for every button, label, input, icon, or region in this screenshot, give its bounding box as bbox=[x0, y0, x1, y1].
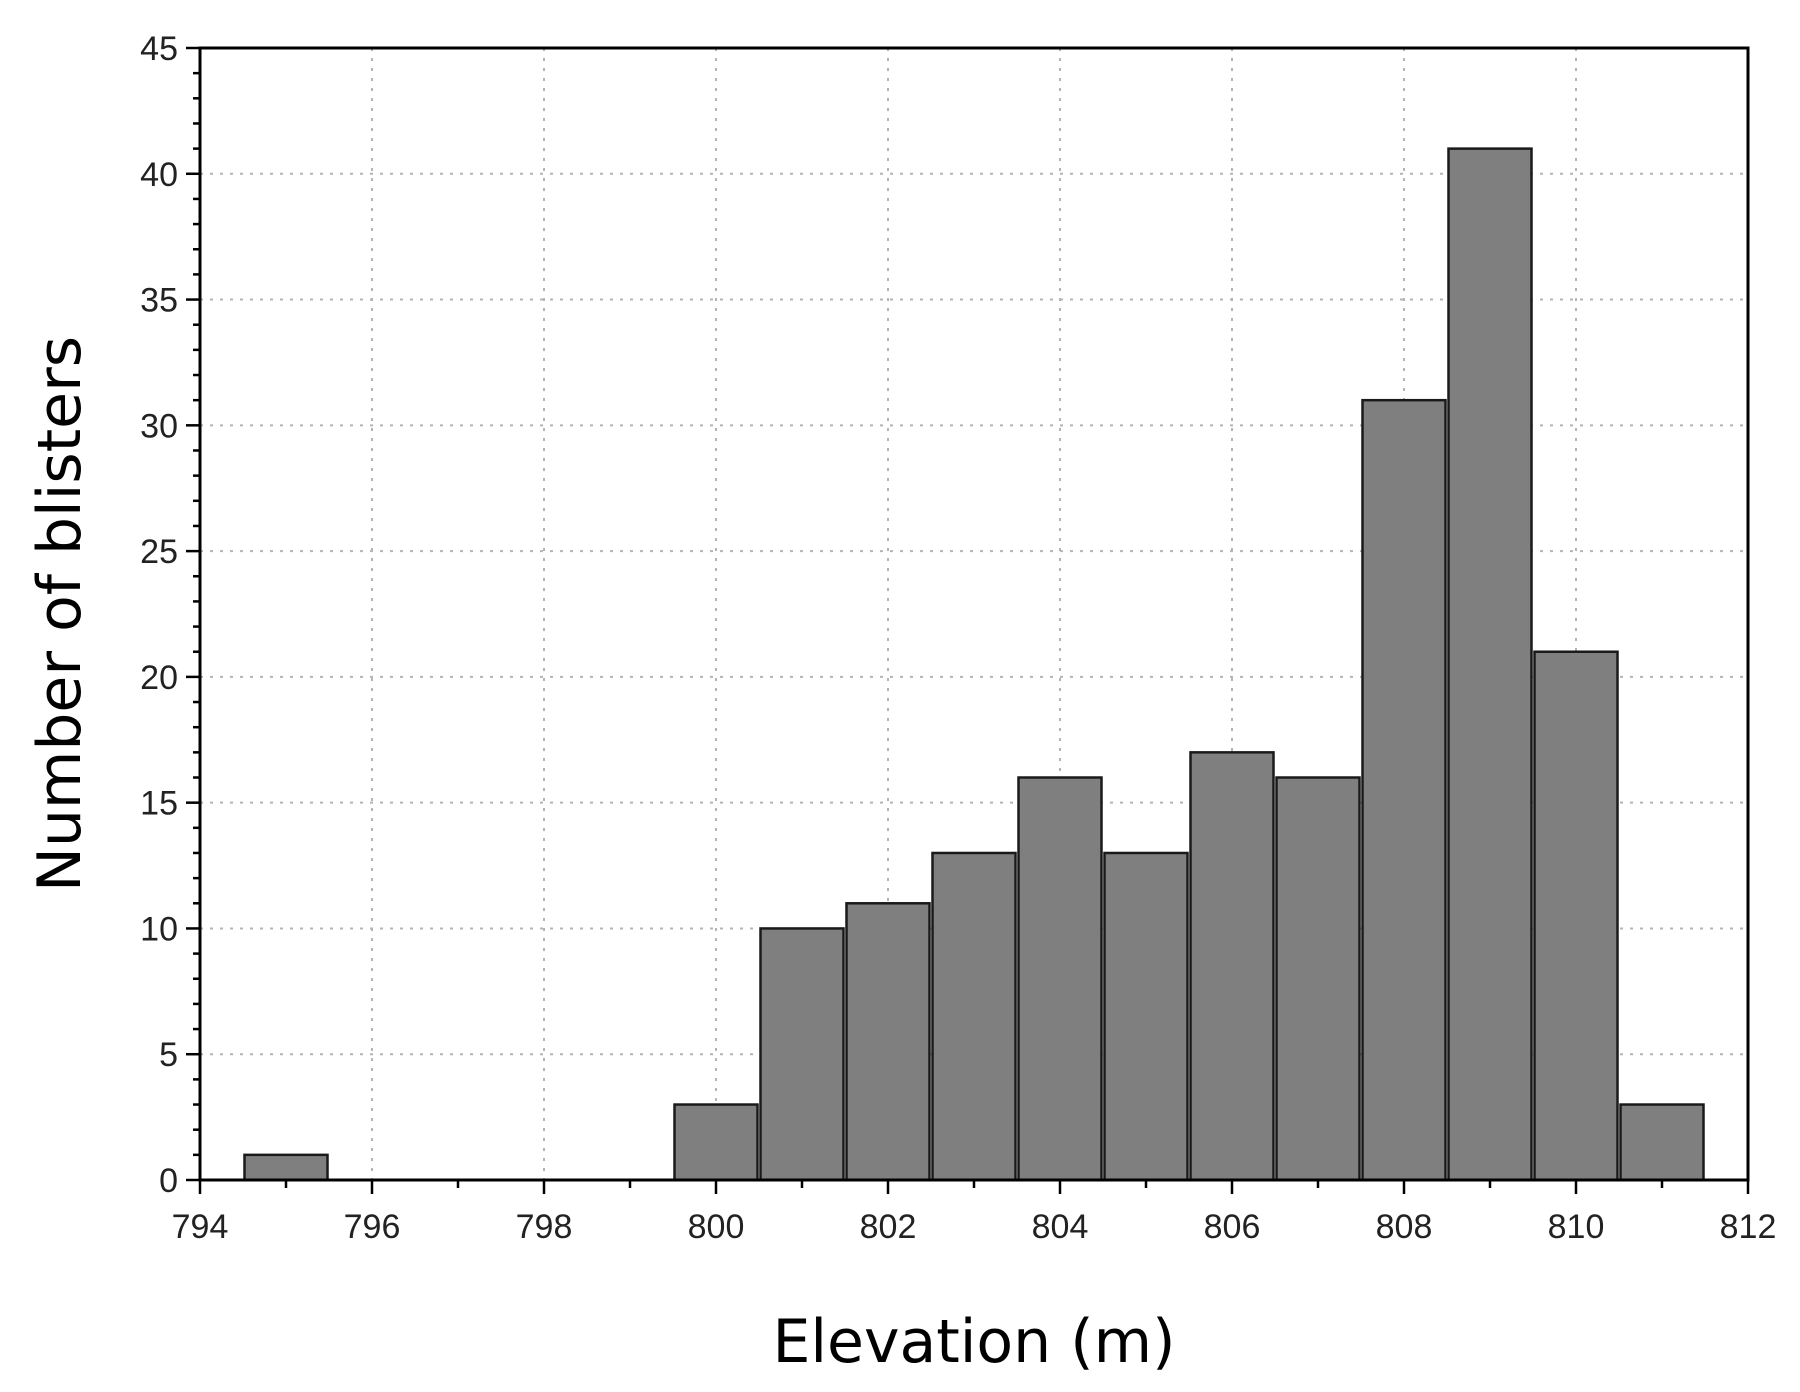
y-tick-label: 45 bbox=[140, 30, 178, 68]
y-tick-label: 15 bbox=[140, 785, 178, 823]
axis-ticks bbox=[186, 46, 1750, 1194]
x-tick-labels: 794 796 798 800 802 804 806 808 810 812 bbox=[172, 1208, 1777, 1246]
x-tick-label: 798 bbox=[516, 1208, 573, 1246]
histogram-bar bbox=[931, 851, 1017, 1182]
y-tick-label: 0 bbox=[159, 1162, 178, 1200]
y-tick-label: 35 bbox=[140, 282, 178, 320]
y-tick-label: 20 bbox=[140, 659, 178, 697]
histogram-bar bbox=[1619, 1103, 1705, 1182]
histogram-bar bbox=[845, 902, 931, 1182]
y-tick-label: 25 bbox=[140, 533, 178, 571]
histogram-bar bbox=[1017, 776, 1103, 1182]
y-tick-label: 40 bbox=[140, 156, 178, 194]
y-tick-label: 10 bbox=[140, 910, 178, 948]
x-tick-label: 796 bbox=[344, 1208, 401, 1246]
y-tick-label: 30 bbox=[140, 407, 178, 445]
x-tick-label: 800 bbox=[688, 1208, 745, 1246]
histogram-bar bbox=[1361, 398, 1447, 1182]
x-tick-label: 810 bbox=[1548, 1208, 1605, 1246]
x-tick-label: 804 bbox=[1032, 1208, 1089, 1246]
x-tick-label: 794 bbox=[172, 1208, 229, 1246]
histogram-bar bbox=[1447, 147, 1533, 1182]
x-tick-label: 812 bbox=[1720, 1208, 1777, 1246]
bars bbox=[243, 147, 1705, 1182]
x-tick-label: 802 bbox=[860, 1208, 917, 1246]
histogram-bar bbox=[243, 1153, 329, 1182]
histogram-bar bbox=[1103, 851, 1189, 1182]
y-tick-labels: 0 5 10 15 20 25 30 35 40 45 bbox=[140, 30, 178, 1200]
x-tick-label: 806 bbox=[1204, 1208, 1261, 1246]
histogram-bar bbox=[1275, 776, 1361, 1182]
x-tick-label: 808 bbox=[1376, 1208, 1433, 1246]
histogram-bar bbox=[1189, 751, 1275, 1182]
y-tick-label: 5 bbox=[159, 1036, 178, 1074]
histogram-bar bbox=[759, 927, 845, 1182]
histogram-bar bbox=[673, 1103, 759, 1182]
x-axis-title: Elevation (m) bbox=[772, 1307, 1175, 1377]
histogram-bar bbox=[1533, 650, 1619, 1182]
y-axis-title: Number of blisters bbox=[25, 336, 95, 892]
